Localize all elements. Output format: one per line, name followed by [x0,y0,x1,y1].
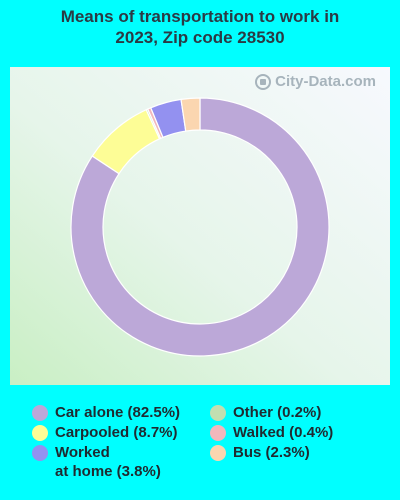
legend-swatch [210,445,226,461]
legend-swatch [210,425,226,441]
legend-label: Worked at home (3.8%) [55,444,161,480]
legend-swatch [32,425,48,441]
watermark-text: City-Data.com [275,73,376,90]
legend-swatch [32,445,48,461]
legend-item: Car alone (82.5%) [32,403,180,422]
legend-swatch [32,405,48,421]
city-data-logo-icon [255,73,272,90]
donut-slice-0 [70,97,330,357]
legend-item: Worked at home (3.8%) [32,443,161,481]
legend-item: Walked (0.4%) [210,423,333,442]
chart-title: Means of transportation to work in 2023, … [60,7,340,47]
legend-label: Car alone (82.5%) [55,404,181,421]
chart-panel: City-Data.com [10,67,390,385]
donut-slice-5 [180,97,201,132]
legend-label: Carpooled (8.7%) [55,424,178,441]
donut-chart [70,97,330,357]
legend-label: Walked (0.4%) [233,424,334,441]
legend-label: Bus (2.3%) [233,444,310,461]
legend-swatch [210,405,226,421]
legend-item: Carpooled (8.7%) [32,423,178,442]
legend-label: Other (0.2%) [233,404,322,421]
legend-item: Other (0.2%) [210,403,321,422]
watermark: City-Data.com [255,73,376,90]
legend-item: Bus (2.3%) [210,443,310,462]
